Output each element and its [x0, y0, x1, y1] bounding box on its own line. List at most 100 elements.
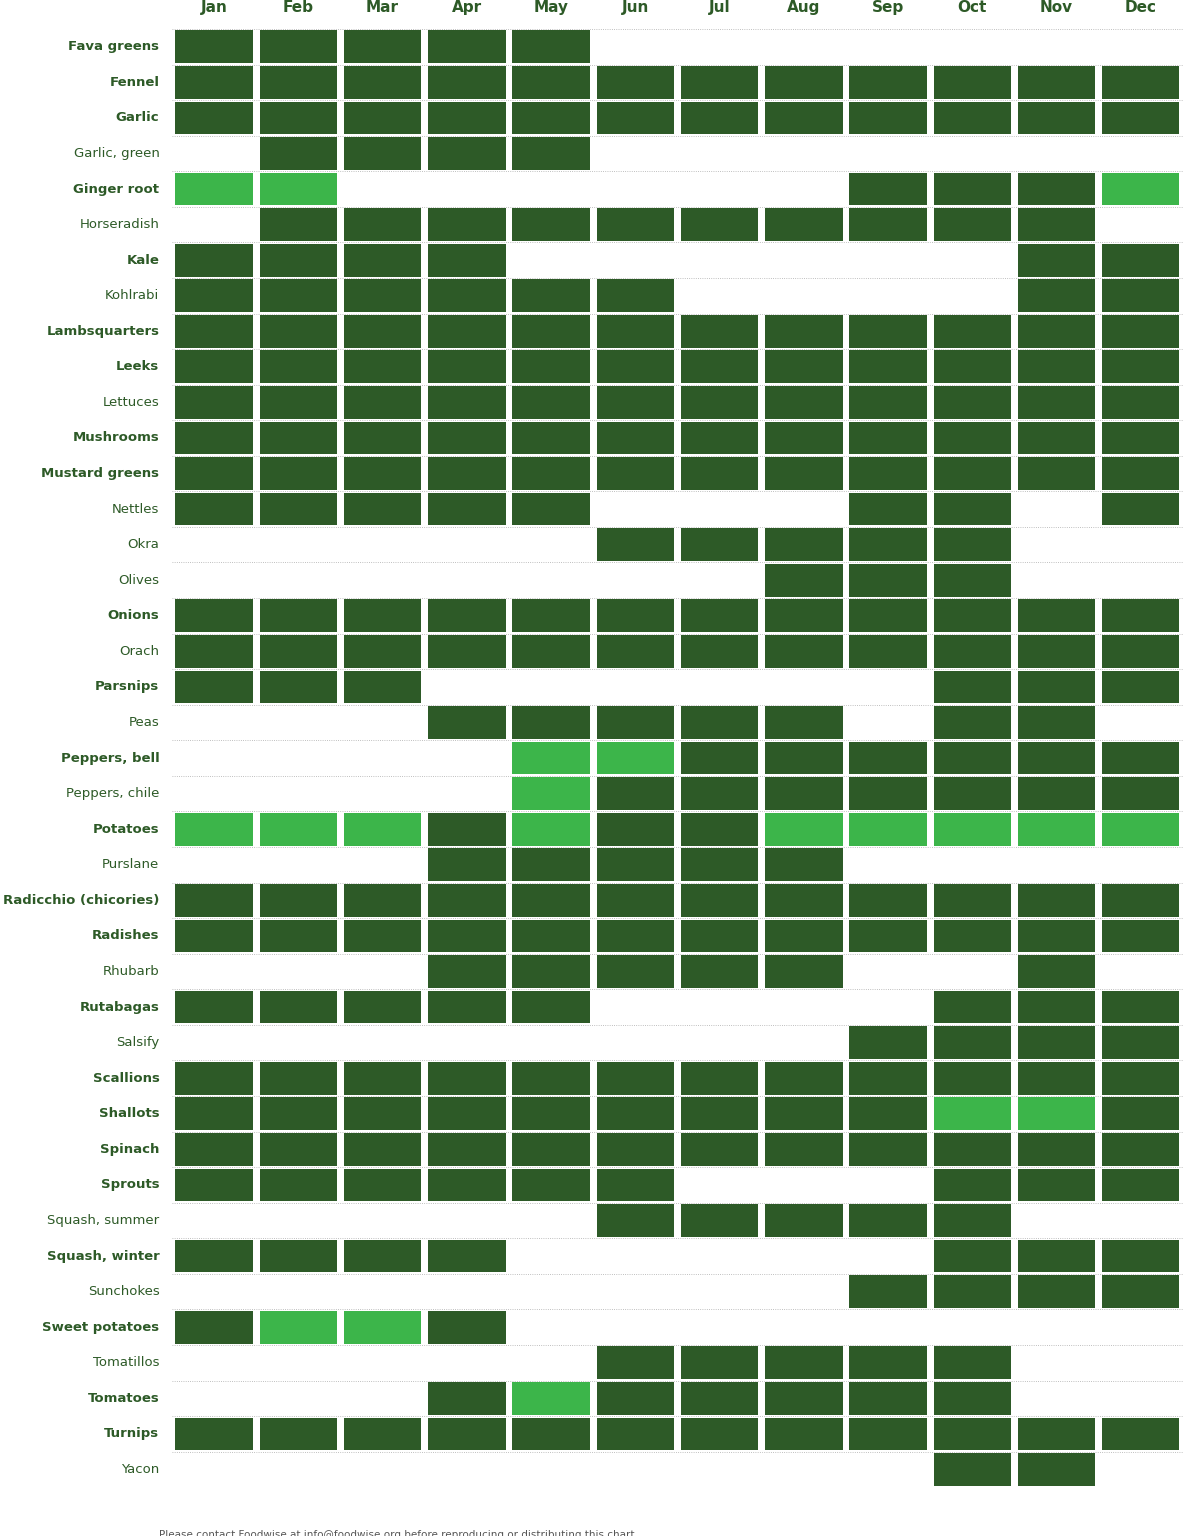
Bar	[849, 634, 927, 668]
Bar	[344, 1310, 421, 1344]
Bar	[849, 1382, 927, 1415]
Bar	[513, 634, 590, 668]
Bar	[766, 955, 843, 988]
Bar	[849, 885, 927, 917]
Bar	[260, 599, 337, 633]
Text: Purslane: Purslane	[102, 859, 159, 871]
Bar	[933, 671, 1011, 703]
Text: Scallions: Scallions	[93, 1072, 159, 1084]
Bar	[513, 777, 590, 809]
Bar	[849, 1061, 927, 1095]
Bar	[1102, 991, 1180, 1023]
Bar	[597, 1382, 674, 1415]
Bar	[597, 777, 674, 809]
Text: Oct: Oct	[958, 0, 986, 15]
Bar	[933, 350, 1011, 382]
Bar	[1017, 707, 1096, 739]
Bar	[344, 920, 421, 952]
Bar	[1017, 315, 1096, 347]
Bar	[766, 1097, 843, 1130]
Bar	[766, 1134, 843, 1166]
Bar	[681, 528, 758, 561]
Bar	[513, 1382, 590, 1415]
Bar	[681, 350, 758, 382]
Text: Peppers, chile: Peppers, chile	[66, 786, 159, 800]
Bar	[681, 777, 758, 809]
Bar	[513, 350, 590, 382]
Bar	[681, 813, 758, 846]
Bar	[766, 1418, 843, 1450]
Text: Horseradish: Horseradish	[80, 218, 159, 230]
Bar	[1102, 493, 1180, 525]
Bar	[513, 920, 590, 952]
Bar	[849, 493, 927, 525]
Text: Lambsquarters: Lambsquarters	[46, 324, 159, 338]
Bar	[933, 885, 1011, 917]
Text: Squash, winter: Squash, winter	[46, 1249, 159, 1263]
Bar	[1017, 1061, 1096, 1095]
Bar	[849, 1026, 927, 1058]
Bar	[681, 920, 758, 952]
Bar	[429, 1382, 506, 1415]
Bar	[429, 707, 506, 739]
Bar	[513, 885, 590, 917]
Bar	[429, 137, 506, 170]
Bar	[344, 1240, 421, 1272]
Bar	[933, 991, 1011, 1023]
Bar	[766, 101, 843, 134]
Bar	[1017, 777, 1096, 809]
Bar	[597, 1347, 674, 1379]
Bar	[933, 1453, 1011, 1485]
Bar	[513, 742, 590, 774]
Bar	[849, 1275, 927, 1309]
Bar	[429, 66, 506, 98]
Bar	[766, 848, 843, 882]
Bar	[344, 386, 421, 419]
Bar	[1102, 885, 1180, 917]
Bar	[176, 31, 253, 63]
Bar	[1102, 172, 1180, 206]
Bar	[1102, 1275, 1180, 1309]
Bar	[1017, 458, 1096, 490]
Bar	[1017, 66, 1096, 98]
Bar	[766, 1347, 843, 1379]
Text: Aug: Aug	[787, 0, 820, 15]
Bar	[597, 920, 674, 952]
Bar	[260, 1134, 337, 1166]
Bar	[260, 1097, 337, 1130]
Bar	[933, 707, 1011, 739]
Bar	[849, 599, 927, 633]
Bar	[176, 280, 253, 312]
Bar	[1102, 1061, 1180, 1095]
Text: Fennel: Fennel	[109, 75, 159, 89]
Bar	[849, 813, 927, 846]
Text: Tomatoes: Tomatoes	[88, 1392, 159, 1405]
Text: Leeks: Leeks	[116, 361, 159, 373]
Bar	[1017, 955, 1096, 988]
Bar	[344, 813, 421, 846]
Bar	[176, 991, 253, 1023]
Bar	[681, 742, 758, 774]
Bar	[597, 813, 674, 846]
Text: Potatoes: Potatoes	[93, 823, 159, 836]
Bar	[513, 66, 590, 98]
Bar	[513, 1097, 590, 1130]
Text: Yacon: Yacon	[121, 1462, 159, 1476]
Bar	[681, 1347, 758, 1379]
Bar	[1017, 172, 1096, 206]
Bar	[344, 137, 421, 170]
Bar	[681, 1097, 758, 1130]
Bar	[344, 634, 421, 668]
Bar	[1017, 350, 1096, 382]
Bar	[260, 1240, 337, 1272]
Bar	[1017, 599, 1096, 633]
Bar	[260, 66, 337, 98]
Bar	[849, 422, 927, 455]
Bar	[597, 386, 674, 419]
Bar	[176, 599, 253, 633]
Bar	[766, 1061, 843, 1095]
Bar	[1102, 458, 1180, 490]
Bar	[1102, 671, 1180, 703]
Bar	[176, 813, 253, 846]
Bar	[429, 1134, 506, 1166]
